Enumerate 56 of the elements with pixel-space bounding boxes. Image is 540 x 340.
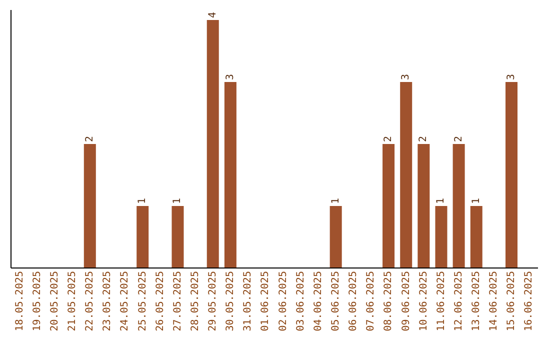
data-label: 1	[330, 198, 342, 204]
x-tick-label: 24.05.2025	[120, 271, 131, 332]
x-tick-label: 26.05.2025	[154, 271, 166, 332]
x-tick-label: 25.05.2025	[137, 271, 148, 332]
bar	[400, 82, 412, 268]
x-tick-label: 18.05.2025	[14, 271, 26, 332]
bar	[84, 144, 96, 268]
x-tick-label: 28.05.2025	[190, 271, 201, 332]
x-tick-label: 04.06.2025	[312, 271, 324, 332]
x-tick-label: 19.05.2025	[32, 271, 43, 332]
x-tick-label: 30.05.2025	[225, 271, 236, 332]
x-tick-label: 15.06.2025	[506, 271, 518, 332]
x-tick-label: 22.05.2025	[84, 271, 96, 332]
x-tick-label: 16.06.2025	[524, 271, 535, 332]
x-tick-label: 03.06.2025	[295, 271, 306, 332]
x-tick-label: 08.06.2025	[383, 271, 394, 332]
x-tick-label: 10.06.2025	[418, 271, 430, 332]
x-tick-label: 12.06.2025	[453, 271, 464, 332]
bar	[452, 144, 465, 268]
x-tick-label: 21.05.2025	[66, 271, 78, 332]
bar	[435, 206, 448, 268]
bar	[330, 206, 342, 268]
data-label: 1	[137, 198, 148, 204]
x-tick-label: 01.06.2025	[260, 271, 272, 332]
bar	[418, 144, 430, 268]
data-label: 3	[224, 74, 236, 80]
x-tick-label: 13.06.2025	[471, 271, 482, 332]
data-label: 2	[383, 136, 394, 142]
data-label: 2	[418, 136, 430, 142]
x-tick-label: 20.05.2025	[49, 271, 60, 332]
data-label: 1	[436, 198, 447, 204]
bar	[382, 144, 395, 268]
x-tick-label: 11.06.2025	[436, 271, 447, 332]
x-tick-label: 06.06.2025	[348, 271, 360, 332]
x-tick-label: 31.05.2025	[242, 271, 254, 332]
data-label: 4	[207, 12, 218, 18]
bar	[224, 82, 236, 268]
x-tick-label: 02.06.2025	[278, 271, 289, 332]
x-tick-label: 23.05.2025	[102, 271, 114, 332]
x-tick-label: 09.06.2025	[400, 271, 412, 332]
x-tick-label: 14.06.2025	[488, 271, 500, 332]
bar	[470, 206, 482, 268]
data-label: 2	[84, 136, 96, 142]
data-label: 1	[470, 198, 482, 204]
data-label: 3	[506, 74, 517, 80]
bar	[172, 206, 184, 268]
data-label: 2	[453, 136, 464, 142]
x-tick-label: 27.05.2025	[172, 271, 184, 332]
data-label: 3	[400, 74, 412, 80]
x-tick-label: 05.06.2025	[330, 271, 342, 332]
x-tick-label: 29.05.2025	[208, 271, 219, 332]
bar	[506, 82, 518, 268]
data-label: 1	[172, 198, 184, 204]
x-tick-label: 07.06.2025	[366, 271, 377, 332]
bar	[136, 206, 149, 268]
bar	[206, 20, 219, 268]
